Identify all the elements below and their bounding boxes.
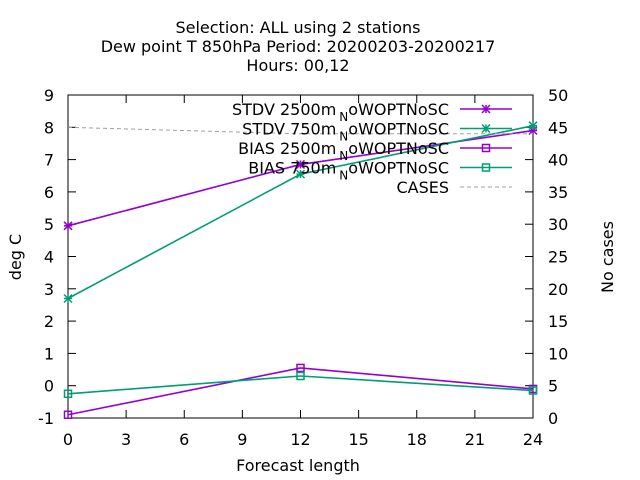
series-4 [67,126,533,135]
y-tick-label: 0 [44,377,54,396]
y2-tick-label: 35 [548,183,568,202]
y-tick-label: 3 [44,280,54,299]
series-line [67,367,534,416]
data-point-square [528,386,538,395]
y2-tick-label: 50 [548,86,568,105]
legend-label: STDV 2500m NoWOPTNoSC [232,100,449,124]
y2-tick-label: 30 [548,215,568,234]
legend-label: STDV 750m NoWOPTNoSC [242,120,449,144]
y-axis-ticks: -1 0 1 2 3 4 5 6 7 8 9 [38,86,76,428]
data-point-square [63,389,73,399]
y2-tick-label: 20 [548,280,568,299]
y-tick-label: 5 [44,215,54,234]
data-point-star [295,169,306,179]
y2-tick-label: 10 [548,344,568,363]
x-axis-ticks: 0 3 6 9 12 15 18 21 24 [63,95,543,449]
legend-label: BIAS 2500m NoWOPTNoSC [238,139,449,163]
x-tick-label: 21 [465,430,485,449]
y2-tick-label: 15 [548,312,568,331]
y-tick-label: 4 [44,248,54,267]
data-point-square [296,363,305,373]
x-tick-label: 24 [523,430,543,449]
x-tick-label: 3 [121,430,131,449]
series-3 [63,371,538,399]
x-tick-label: 18 [407,430,427,449]
y-tick-label: 8 [44,118,54,137]
y2-axis-ticks: 0 5 10 15 20 25 30 35 40 45 50 [525,86,568,428]
x-tick-label: 15 [348,430,368,449]
y2-tick-label: 0 [548,409,558,428]
y-tick-label: 7 [44,151,54,170]
data-point-square [296,371,305,381]
y-tick-label: 6 [44,183,54,202]
data-point-star [63,293,73,304]
data-point-star [295,159,306,169]
data-point-star [481,104,491,114]
y-axis-label: deg C [6,234,25,280]
chart-title: Selection: ALL using 2 stations Dew poin… [101,18,496,75]
legend-label: BIAS 750m NoWOPTNoSC [248,159,449,183]
series-line [67,126,533,135]
title-line-1: Selection: ALL using 2 stations [175,18,420,37]
x-tick-label: 6 [179,430,189,449]
title-line-2: Dew point T 850hPa Period: 20200203-2020… [101,37,496,56]
x-tick-label: 12 [290,430,310,449]
series-1 [63,121,538,304]
y2-tick-label: 45 [548,118,568,137]
x-tick-label: 0 [63,430,73,449]
y-tick-label: 9 [44,86,54,105]
series-layer [63,121,538,420]
y-tick-label: 2 [44,312,54,331]
y2-tick-label: 5 [548,377,558,396]
title-line-3: Hours: 00,12 [246,56,349,75]
data-point-star [528,121,538,131]
legend-label: CASES [396,178,449,197]
y2-tick-label: 25 [548,248,568,267]
data-point-square [481,163,491,172]
data-point-square [63,410,73,420]
y2-tick-label: 40 [548,151,568,170]
data-point-square [481,143,491,153]
x-tick-label: 9 [237,430,247,449]
series-line [67,375,534,395]
data-point-star [63,221,73,231]
y-tick-label: -1 [38,409,54,428]
y2-axis-label: No cases [598,221,617,293]
y-tick-label: 1 [44,344,54,363]
x-axis-label: Forecast length [236,456,360,475]
data-point-star [481,123,491,134]
